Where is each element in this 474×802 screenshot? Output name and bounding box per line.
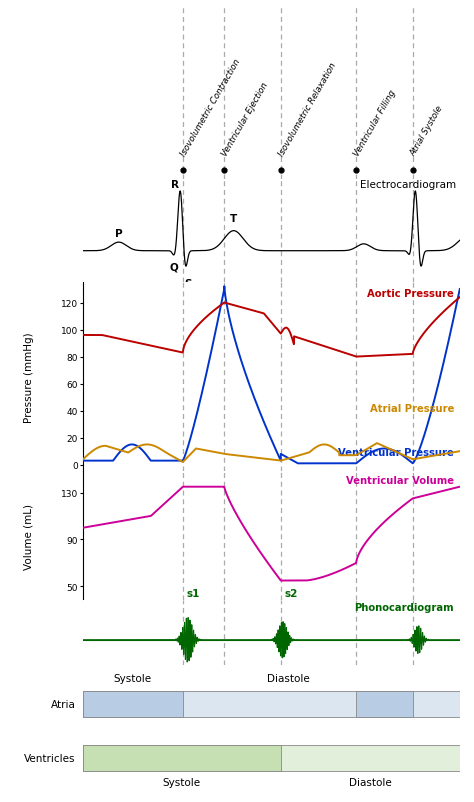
Text: Aortic Pressure: Aortic Pressure [367,289,454,298]
Text: Ventricular Filling: Ventricular Filling [352,88,397,157]
Text: P: P [115,229,123,239]
Text: Systole: Systole [163,777,201,788]
Text: Isovolumetric Relaxation: Isovolumetric Relaxation [277,61,338,157]
Text: Ventricular Ejection: Ventricular Ejection [220,80,270,157]
Text: Isovolumetric Contraction: Isovolumetric Contraction [179,57,242,157]
Bar [356,691,413,717]
Text: Q: Q [169,261,178,272]
Text: s2: s2 [284,589,298,598]
Text: Atria: Atria [51,699,75,709]
Text: T: T [230,214,237,224]
Text: Ventricular Pressure: Ventricular Pressure [338,448,454,457]
Text: Systole: Systole [114,673,152,683]
Bar [83,745,460,771]
Text: Diastole: Diastole [349,777,392,788]
Text: S: S [184,278,191,288]
Text: Ventricular Volume: Ventricular Volume [346,476,454,486]
Y-axis label: Volume (mL): Volume (mL) [24,504,34,569]
Text: Phonocardiogram: Phonocardiogram [355,602,454,612]
Bar [83,691,460,717]
Text: R: R [171,180,179,189]
Text: Atrial Pressure: Atrial Pressure [370,404,454,414]
Text: Atrial Systole: Atrial Systole [409,103,445,157]
Text: Ventricles: Ventricles [24,753,75,763]
Bar [83,745,281,771]
Bar [83,691,183,717]
Text: Diastole: Diastole [267,673,310,683]
Text: Electrocardiogram: Electrocardiogram [360,180,456,190]
Text: s1: s1 [187,589,200,598]
Y-axis label: Pressure (mmHg): Pressure (mmHg) [24,332,34,423]
